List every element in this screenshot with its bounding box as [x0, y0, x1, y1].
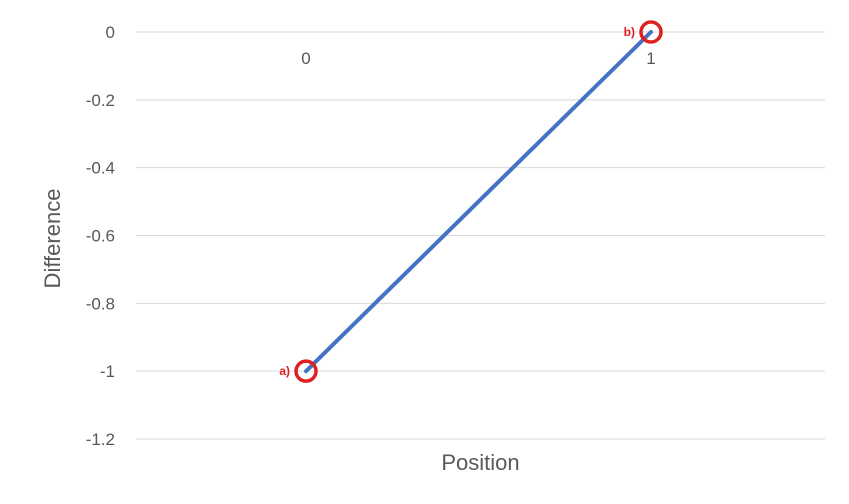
annotations: a) b) [279, 20, 663, 383]
x-tick-label: 0 [301, 49, 310, 68]
y-tick-label: -0.2 [86, 91, 115, 110]
y-tick-label: -1.2 [86, 430, 115, 449]
y-tick-label: -0.8 [86, 294, 115, 313]
annotation-circle [294, 359, 318, 383]
series-lines [304, 30, 653, 374]
x-axis-title: Position [441, 450, 519, 475]
y-tick-label: 0 [106, 23, 115, 42]
series-line [304, 30, 653, 374]
annotation-label: a) [279, 364, 290, 378]
y-axis-title: Difference [40, 189, 65, 289]
y-tick-label: -1 [100, 362, 115, 381]
gridlines [136, 31, 825, 440]
annotation-circle [639, 20, 663, 44]
y-tick-label: -0.6 [86, 227, 115, 246]
y-tick-label: -0.4 [86, 159, 115, 178]
annotation-label: b) [624, 25, 635, 39]
x-tick-label: 1 [646, 49, 655, 68]
y-axis-tick-labels: 0 -0.2 -0.4 -0.6 -0.8 -1 -1.2 [86, 23, 115, 449]
